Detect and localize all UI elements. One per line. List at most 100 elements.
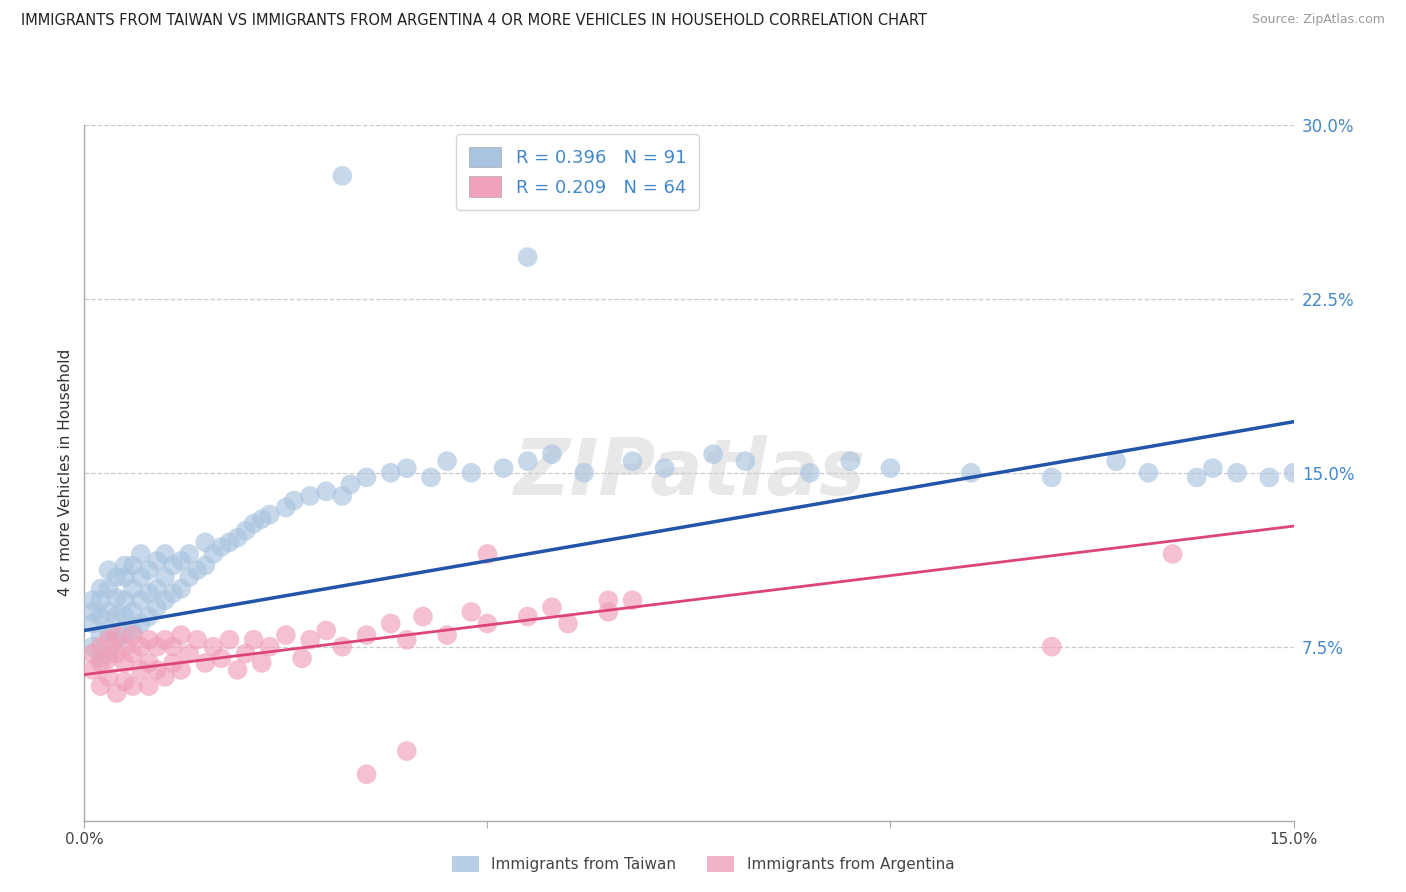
Point (516, 454, 538, 468)
Point (242, 516, 264, 531)
Point (395, 632, 418, 647)
Point (194, 558, 217, 573)
Point (734, 454, 756, 468)
Point (291, 651, 314, 665)
Point (235, 524, 257, 538)
Point (598, 593, 620, 607)
Point (572, 466, 595, 480)
Point (114, 558, 136, 573)
Point (621, 593, 644, 607)
Point (82, 616, 104, 631)
Point (114, 640, 136, 654)
Point (153, 670, 176, 684)
Point (114, 674, 136, 689)
Point (460, 605, 482, 619)
Point (146, 640, 169, 654)
Text: ZIPatlas: ZIPatlas (513, 434, 865, 511)
Point (1105, 454, 1128, 468)
Point (209, 651, 232, 665)
Point (380, 466, 402, 480)
Point (89, 609, 111, 624)
Point (194, 656, 217, 670)
Point (283, 493, 305, 508)
Point (129, 663, 152, 677)
Point (82, 640, 104, 654)
Point (89, 640, 111, 654)
Point (146, 663, 169, 677)
Point (1040, 640, 1063, 654)
Point (146, 600, 169, 615)
Point (89, 656, 111, 670)
Point (235, 647, 257, 661)
Point (460, 466, 482, 480)
Point (129, 616, 152, 631)
Point (105, 570, 128, 584)
Point (121, 624, 143, 638)
Point (105, 609, 128, 624)
Point (162, 558, 184, 573)
Point (179, 647, 201, 661)
Point (153, 632, 176, 647)
Point (420, 470, 443, 484)
Point (105, 647, 128, 661)
Point (121, 605, 143, 619)
Point (82, 593, 104, 607)
Point (153, 593, 176, 607)
Point (89, 628, 111, 642)
Text: Source: ZipAtlas.com: Source: ZipAtlas.com (1251, 13, 1385, 27)
Point (839, 454, 862, 468)
Point (339, 477, 361, 491)
Point (114, 609, 136, 624)
Point (186, 632, 208, 647)
Point (146, 582, 169, 596)
Point (97, 670, 120, 684)
Point (315, 484, 337, 499)
Point (477, 616, 499, 631)
Point (598, 605, 620, 619)
Point (121, 647, 143, 661)
Point (121, 679, 143, 693)
Point (170, 628, 193, 642)
Point (138, 632, 160, 647)
Point (259, 508, 281, 522)
Point (1226, 466, 1249, 480)
Point (412, 609, 434, 624)
Point (395, 744, 418, 758)
Point (330, 489, 353, 503)
Point (1258, 470, 1281, 484)
Point (477, 547, 499, 561)
Point (436, 628, 458, 642)
Point (179, 570, 201, 584)
Point (702, 447, 724, 461)
Point (242, 632, 264, 647)
Point (330, 169, 353, 183)
Point (226, 531, 249, 545)
Point (395, 461, 418, 475)
Point (138, 586, 160, 600)
Point (436, 454, 458, 468)
Point (516, 250, 538, 264)
Point (105, 628, 128, 642)
Point (82, 663, 104, 677)
Point (380, 616, 402, 631)
Point (226, 663, 249, 677)
Point (621, 454, 644, 468)
Point (89, 582, 111, 596)
Point (492, 461, 515, 475)
Point (153, 547, 176, 561)
Point (97, 624, 120, 638)
Point (1185, 470, 1208, 484)
Point (82, 647, 104, 661)
Point (202, 547, 225, 561)
Point (1282, 466, 1305, 480)
Point (274, 500, 297, 515)
Point (1202, 461, 1225, 475)
Point (194, 535, 217, 549)
Point (97, 632, 120, 647)
Point (274, 628, 297, 642)
Point (129, 547, 152, 561)
Point (250, 656, 273, 670)
Point (1040, 470, 1063, 484)
Point (259, 640, 281, 654)
Point (170, 663, 193, 677)
